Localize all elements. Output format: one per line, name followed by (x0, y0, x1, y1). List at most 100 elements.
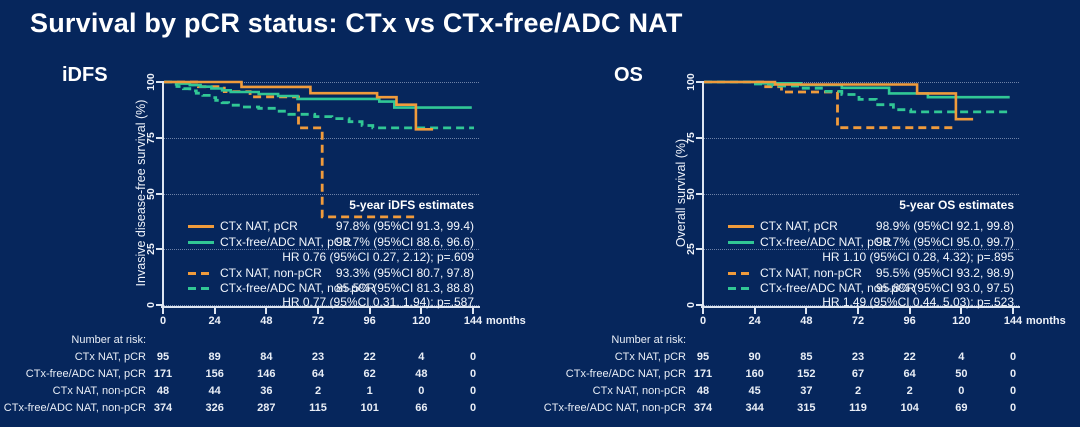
risk-value: 48 (156, 385, 170, 397)
legend-swatch-dashed-orange (188, 272, 214, 275)
slide-title: Survival by pCR status: CTx vs CTx-free/… (30, 8, 683, 38)
hr-nonpcr-text: HR 0.77 (95%CI 0.31, 1.94); p=.587 (282, 295, 474, 309)
estimate-value: 93.3% (95%CI 80.7, 97.8) (335, 266, 474, 280)
risk-value: 22 (903, 351, 916, 363)
risk-value: 48 (415, 368, 428, 380)
risk-value: 119 (849, 402, 867, 414)
legend-label: CTx-free/ADC NAT, non-pCR (220, 281, 376, 295)
x-tick-label: 144 (1003, 315, 1023, 327)
x-tick-label: 48 (800, 315, 813, 327)
estimate-value: 95.8% (95%CI 93.0, 97.5) (875, 281, 1014, 295)
gridline-0 (701, 305, 1019, 306)
risk-value: 0 (469, 368, 477, 380)
risk-value: 0 (469, 402, 477, 414)
risk-row-label: CTx-free/ADC NAT, pCR (565, 368, 686, 380)
risk-value: 48 (696, 385, 710, 397)
gridline-50 (701, 193, 1019, 195)
risk-value: 101 (360, 402, 379, 414)
x-axis-unit-label: months (486, 315, 526, 327)
estimate-value: 98.9% (95%CI 92.1, 99.8) (875, 219, 1014, 233)
x-tick-label: 48 (260, 315, 273, 327)
risk-value: 374 (693, 402, 713, 414)
legend-swatch-solid-orange (188, 225, 214, 228)
curve-ctx-nat-pcr (704, 80, 974, 121)
x-tick (908, 306, 911, 314)
legend-swatch-solid-green (728, 241, 754, 244)
risk-value: 326 (205, 402, 224, 414)
risk-value: 95 (696, 351, 710, 363)
risk-value: 85 (800, 351, 813, 363)
legend-label: CTx-free/ADC NAT, pCR (220, 235, 352, 249)
risk-value: 0 (418, 385, 425, 397)
risk-value: 2 (314, 385, 322, 397)
risk-value: 84 (260, 351, 273, 363)
risk-value: 90 (748, 351, 761, 363)
estimate-value: 97.8% (95%CI 91.3, 99.4) (335, 219, 474, 233)
y-tick (156, 248, 162, 251)
legend-swatch-dashed-green (728, 287, 754, 290)
gridline-25 (161, 249, 479, 251)
survival-curves-plot (704, 80, 1010, 130)
risk-row-label: CTx NAT, non-pCR (592, 385, 686, 397)
risk-value: 156 (205, 368, 224, 380)
legend-swatch-solid-green (188, 241, 214, 244)
risk-value: 4 (958, 351, 965, 363)
estimate-value: 85.5% (95%CI 81.3, 88.8) (335, 281, 474, 295)
x-tick (702, 306, 704, 314)
risk-value: 115 (309, 402, 327, 414)
x-axis-unit-label: months (1026, 315, 1066, 327)
legend-label: CTx-free/ADC NAT, pCR (760, 235, 892, 249)
x-tick-label: 0 (699, 315, 707, 327)
risk-value: 66 (415, 402, 428, 414)
risk-row-label: CTx-free/ADC NAT, non-pCR (3, 402, 146, 414)
risk-value: 4 (418, 351, 425, 363)
x-tick-label: 72 (851, 315, 865, 327)
x-tick (265, 306, 268, 314)
curve-ctx-nat-non-pcr (704, 80, 954, 130)
risk-value: 64 (903, 368, 916, 380)
risk-value: 64 (311, 368, 325, 380)
gridline-0 (161, 305, 479, 306)
y-tick (156, 136, 162, 139)
risk-value: 104 (900, 402, 919, 414)
x-tick-label: 120 (952, 315, 971, 327)
x-tick-label: 96 (363, 315, 376, 327)
risk-value: 23 (311, 351, 325, 363)
risk-value: 37 (800, 385, 813, 397)
risk-row-label: CTx-free/ADC NAT, pCR (25, 368, 146, 380)
risk-value: 2 (854, 385, 862, 397)
x-tick-label: 0 (159, 315, 167, 327)
y-tick (156, 304, 162, 306)
legend-swatch-dashed-orange (728, 272, 754, 275)
legend-label: CTx NAT, pCR (760, 219, 838, 233)
risk-value: 152 (797, 368, 816, 380)
y-tick (696, 136, 702, 139)
risk-value: 0 (958, 385, 965, 397)
x-tick (960, 306, 963, 314)
risk-value: 0 (469, 385, 477, 397)
gridline-100 (701, 82, 1019, 83)
gridline-100 (161, 82, 479, 83)
risk-value: 1 (366, 385, 373, 397)
y-tick-label: 0 (685, 302, 697, 308)
estimates-header: 5-year OS estimates (899, 198, 1014, 212)
risk-table-title: Number at risk: (71, 334, 146, 346)
risk-row-label: CTx NAT, non-pCR (52, 385, 146, 397)
x-tick (368, 306, 371, 314)
risk-value: 0 (469, 351, 477, 363)
estimate-value: 93.7% (95%CI 88.6, 96.6) (335, 235, 474, 249)
gridline-75 (701, 137, 1019, 139)
gridline-25 (701, 249, 1019, 251)
curve-ctx-free-adc-nat-pcr (164, 80, 472, 109)
x-tick-label: 24 (208, 315, 221, 327)
gridline-50 (161, 193, 479, 195)
risk-value: 95 (156, 351, 170, 363)
x-tick-label: 120 (412, 315, 431, 327)
x-tick (420, 306, 423, 314)
x-axis (701, 306, 1020, 308)
legend-label: CTx NAT, non-pCR (220, 266, 322, 280)
x-tick (1012, 306, 1014, 314)
risk-row-label: CTx-free/ADC NAT, non-pCR (543, 402, 686, 414)
survival-curves-plot (164, 80, 474, 219)
panel-title: iDFS (62, 64, 108, 86)
